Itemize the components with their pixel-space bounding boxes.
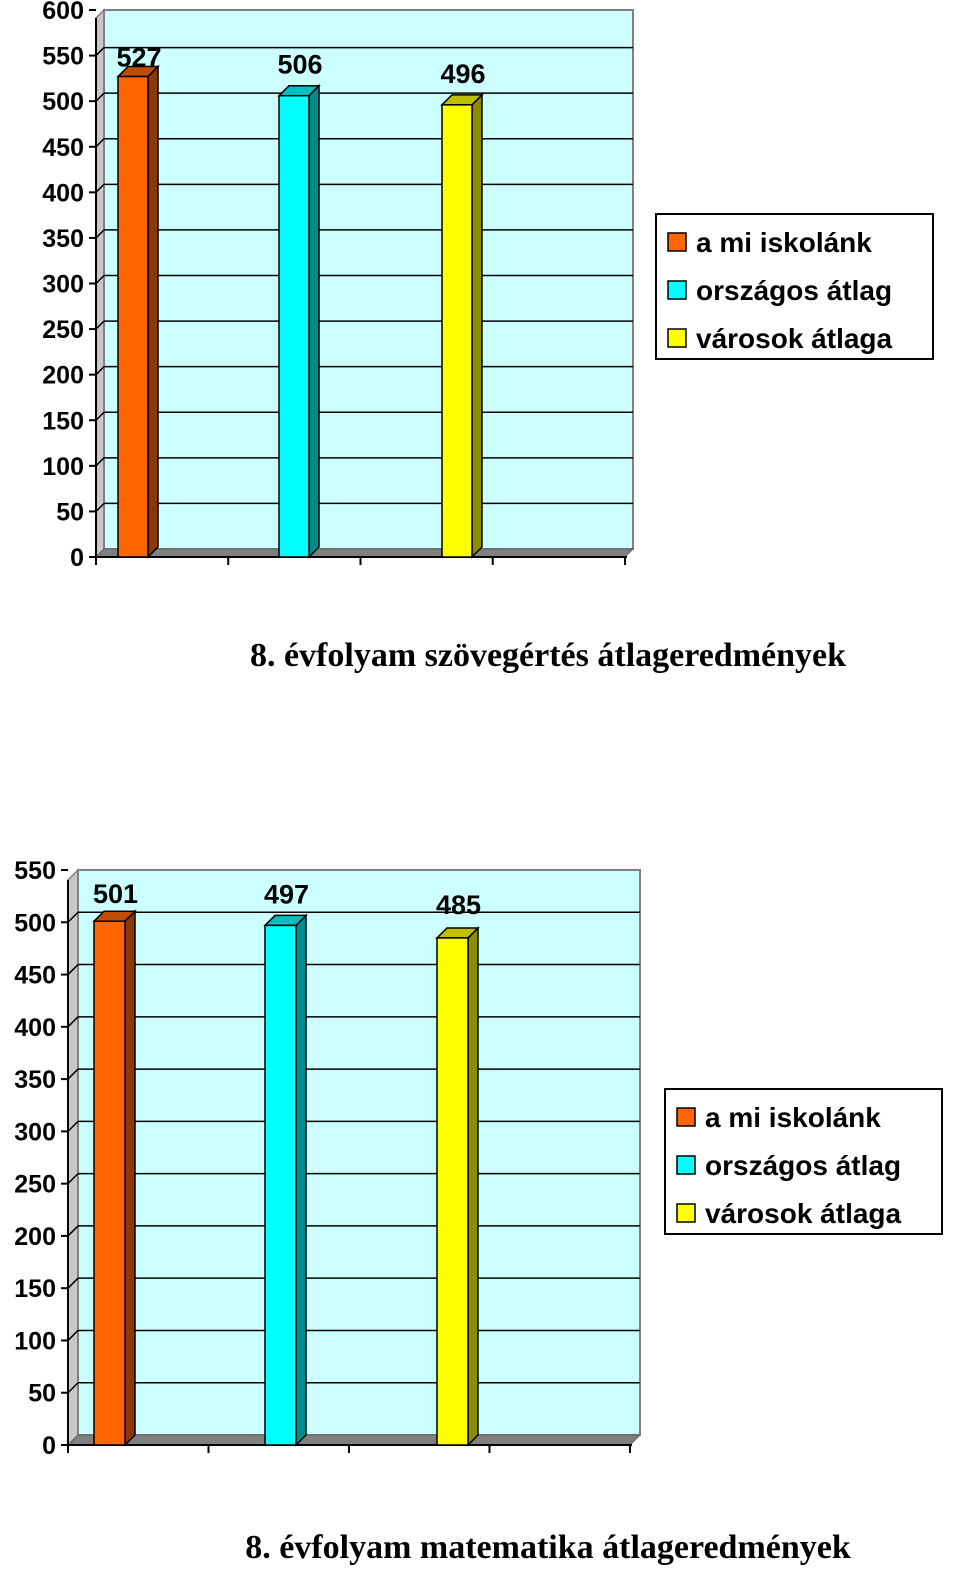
y-tick-label: 0 [70,544,84,572]
bar-2 [277,83,321,559]
y-tick-label: 400 [42,179,84,207]
y-tick-label: 400 [14,1014,56,1042]
gridline-side [67,1382,79,1394]
bar-side [471,93,483,559]
y-tick-label: 100 [42,453,84,481]
chart-title: 8. évfolyam matematika átlageredmények [245,1529,851,1566]
legend-swatch [667,232,687,252]
y-tick-label: 150 [14,1275,56,1303]
y-tick-label: 100 [14,1327,56,1355]
gridline-side [67,964,79,976]
legend: a mi iskolánk országos átlag városok átlag… [655,213,934,360]
bar-side [124,909,136,1447]
gridline-side [95,457,105,467]
gridline-side [67,911,79,923]
legend-label: országos átlag [696,275,892,306]
bar-front [441,104,473,558]
legend-label: a mi iskolánk [696,227,872,258]
data-label: 527 [116,43,161,73]
y-tick-label: 300 [42,271,84,299]
bar-side [467,926,479,1447]
y-tick-label: 250 [14,1171,56,1199]
chart-1: 0 50 100 150 200 250 300 350 400 450 500 550 600 527 5… [42,0,934,674]
legend-label: a mi iskolánk [705,1102,881,1133]
data-label: 506 [277,50,322,80]
bar-front [436,937,469,1446]
gridline-side [95,47,105,57]
plot-area [103,9,634,550]
gridline-side [95,411,105,421]
gridline-side [67,1173,79,1185]
bar-front [278,94,310,558]
gridline-side [67,1329,79,1341]
gridline-side [67,1277,79,1289]
y-tick-label: 350 [42,225,84,253]
chart-2: 0 50 100 150 200 250 300 350 400 450 500 550 501 497 4… [14,857,943,1566]
plot-floor [94,548,635,558]
bar-front [93,920,126,1446]
y-tick-label: 550 [42,43,84,71]
gridline-side [95,183,105,193]
y-tick-label: 350 [14,1066,56,1094]
gridline-side [95,366,105,376]
y-tick-label: 300 [14,1118,56,1146]
plot-side-wall [67,868,79,1447]
data-label: 497 [264,879,309,909]
legend-label: városok átlaga [696,323,893,354]
plot-floor [66,1434,642,1446]
legend-swatch [667,280,687,300]
y-tick-label: 550 [14,857,56,885]
bar-side [295,913,307,1447]
gridline-side [95,320,105,330]
data-label: 501 [93,879,138,909]
gridline-side [95,274,105,285]
bar-2 [263,913,308,1447]
y-tick-label: 50 [28,1380,56,1408]
gridline-side [67,1120,79,1132]
gridline-side [67,1068,79,1080]
bar-1 [92,909,137,1447]
gridline-side [95,92,105,102]
gridline-side [95,138,105,148]
legend-swatch [676,1107,696,1127]
bar-3 [435,926,480,1447]
legend-box [664,1088,943,1235]
plot-side-wall [95,8,105,559]
legend-swatch [676,1203,696,1223]
y-tick-label: 600 [42,0,84,25]
bar-3 [440,93,484,559]
plot-area [77,869,641,1436]
y-tick-label: 500 [14,909,56,937]
chart-title: 8. évfolyam szövegértés átlageredmények [250,637,846,674]
y-tick-label: 50 [56,498,84,526]
y-tick-label: 500 [42,88,84,116]
bar-side [308,83,320,559]
legend-label: városok átlaga [705,1198,902,1229]
legend-box [655,213,934,360]
y-tick-label: 200 [42,362,84,390]
y-tick-label: 150 [42,407,84,435]
data-label: 485 [436,890,481,920]
y-tick-label: 250 [42,316,84,344]
data-label: 496 [440,59,485,89]
y-tick-label: 200 [14,1223,56,1251]
bar-side [147,64,159,559]
gridline-side [67,1016,79,1028]
legend-swatch [676,1155,696,1175]
gridline-side [95,229,105,239]
y-tick-label: 450 [42,134,84,162]
y-tick-label: 450 [14,962,56,990]
bar-front [264,924,297,1446]
gridline-side [95,502,105,512]
legend-swatch [667,328,687,348]
legend: a mi iskolánk országos átlag városok átlag… [664,1088,943,1235]
gridline-side [67,1225,79,1237]
bar-1 [116,64,160,559]
legend-label: országos átlag [705,1150,901,1181]
y-tick-label: 0 [42,1432,56,1460]
bar-front [117,75,149,558]
